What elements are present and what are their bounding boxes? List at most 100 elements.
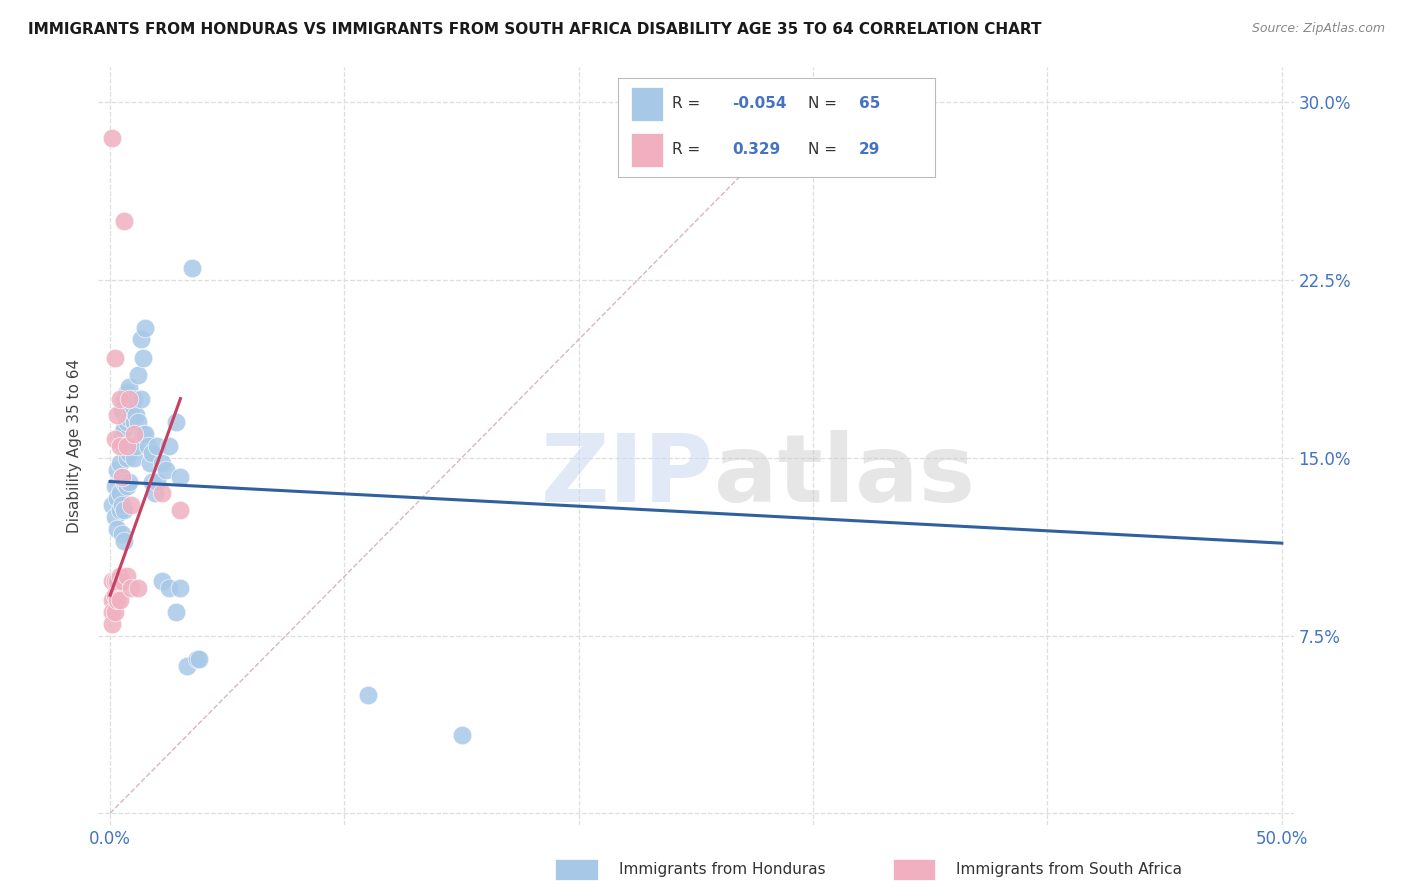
Point (139, 456, 162, 470)
Text: Immigrants from South Africa: Immigrants from South Africa (956, 863, 1182, 877)
Point (111, 498, 134, 512)
Point (157, 439, 180, 453)
Point (115, 415, 138, 429)
Text: Source: ZipAtlas.com: Source: ZipAtlas.com (1251, 22, 1385, 36)
Point (112, 475, 135, 489)
Point (176, 659, 198, 673)
Point (132, 351, 155, 366)
Point (105, 408, 128, 422)
Point (127, 368, 149, 382)
Point (115, 450, 138, 465)
Point (115, 439, 138, 453)
Point (118, 410, 141, 425)
Text: ZIP: ZIP (541, 430, 714, 523)
Point (104, 351, 127, 366)
Point (155, 463, 177, 477)
Y-axis label: Disability Age 35 to 64: Disability Age 35 to 64 (67, 359, 83, 533)
Point (101, 131, 124, 145)
Point (120, 439, 142, 453)
Point (111, 574, 134, 588)
Point (146, 475, 169, 489)
Point (169, 503, 191, 517)
Point (108, 569, 131, 583)
Point (450, 728, 472, 742)
Point (111, 470, 134, 484)
Point (108, 392, 131, 406)
Point (118, 380, 141, 394)
Point (101, 498, 124, 512)
Point (132, 427, 155, 442)
Point (122, 392, 145, 406)
Point (112, 422, 135, 436)
Point (118, 446, 141, 460)
Point (181, 261, 204, 276)
Point (127, 415, 149, 429)
Point (141, 475, 163, 489)
Point (105, 593, 128, 607)
Point (134, 427, 156, 442)
Point (112, 392, 135, 406)
Point (165, 605, 187, 619)
Point (169, 470, 191, 484)
Point (143, 486, 166, 500)
Point (122, 415, 145, 429)
Point (105, 463, 128, 477)
Point (105, 522, 128, 536)
Point (150, 574, 173, 588)
Point (120, 403, 142, 417)
Point (118, 392, 141, 406)
Point (125, 439, 148, 453)
Point (108, 503, 131, 517)
Point (129, 392, 152, 406)
Point (111, 403, 134, 417)
Point (129, 332, 152, 346)
Point (104, 605, 127, 619)
Point (136, 439, 159, 453)
Point (115, 569, 138, 583)
Point (122, 450, 145, 465)
Point (125, 408, 148, 422)
Point (112, 533, 135, 548)
Point (101, 605, 124, 619)
Point (104, 432, 127, 446)
Point (104, 574, 127, 588)
Point (111, 470, 134, 484)
Point (122, 427, 145, 442)
Point (108, 439, 131, 453)
Text: IMMIGRANTS FROM HONDURAS VS IMMIGRANTS FROM SOUTH AFRICA DISABILITY AGE 35 TO 64: IMMIGRANTS FROM HONDURAS VS IMMIGRANTS F… (28, 22, 1042, 37)
Point (150, 456, 173, 470)
Point (112, 439, 135, 453)
Point (186, 652, 208, 666)
Point (108, 593, 131, 607)
Point (101, 574, 124, 588)
Point (134, 320, 156, 334)
Point (169, 581, 191, 595)
Point (357, 688, 380, 702)
Point (101, 616, 124, 631)
Point (115, 479, 138, 493)
Point (165, 415, 187, 429)
Point (120, 498, 142, 512)
Point (127, 581, 149, 595)
Point (105, 491, 128, 505)
Point (104, 588, 127, 602)
Text: Immigrants from Honduras: Immigrants from Honduras (619, 863, 825, 877)
Point (115, 384, 138, 399)
Point (108, 486, 131, 500)
Point (150, 486, 173, 500)
Point (108, 456, 131, 470)
Point (120, 581, 142, 595)
Point (105, 574, 128, 588)
Point (112, 214, 135, 228)
Point (118, 475, 141, 489)
Point (111, 427, 134, 442)
Point (157, 581, 180, 595)
Point (141, 446, 163, 460)
Point (111, 526, 134, 541)
Point (112, 503, 135, 517)
Point (188, 652, 211, 666)
Text: atlas: atlas (714, 430, 974, 523)
Point (101, 593, 124, 607)
Point (104, 479, 127, 493)
Point (146, 439, 169, 453)
